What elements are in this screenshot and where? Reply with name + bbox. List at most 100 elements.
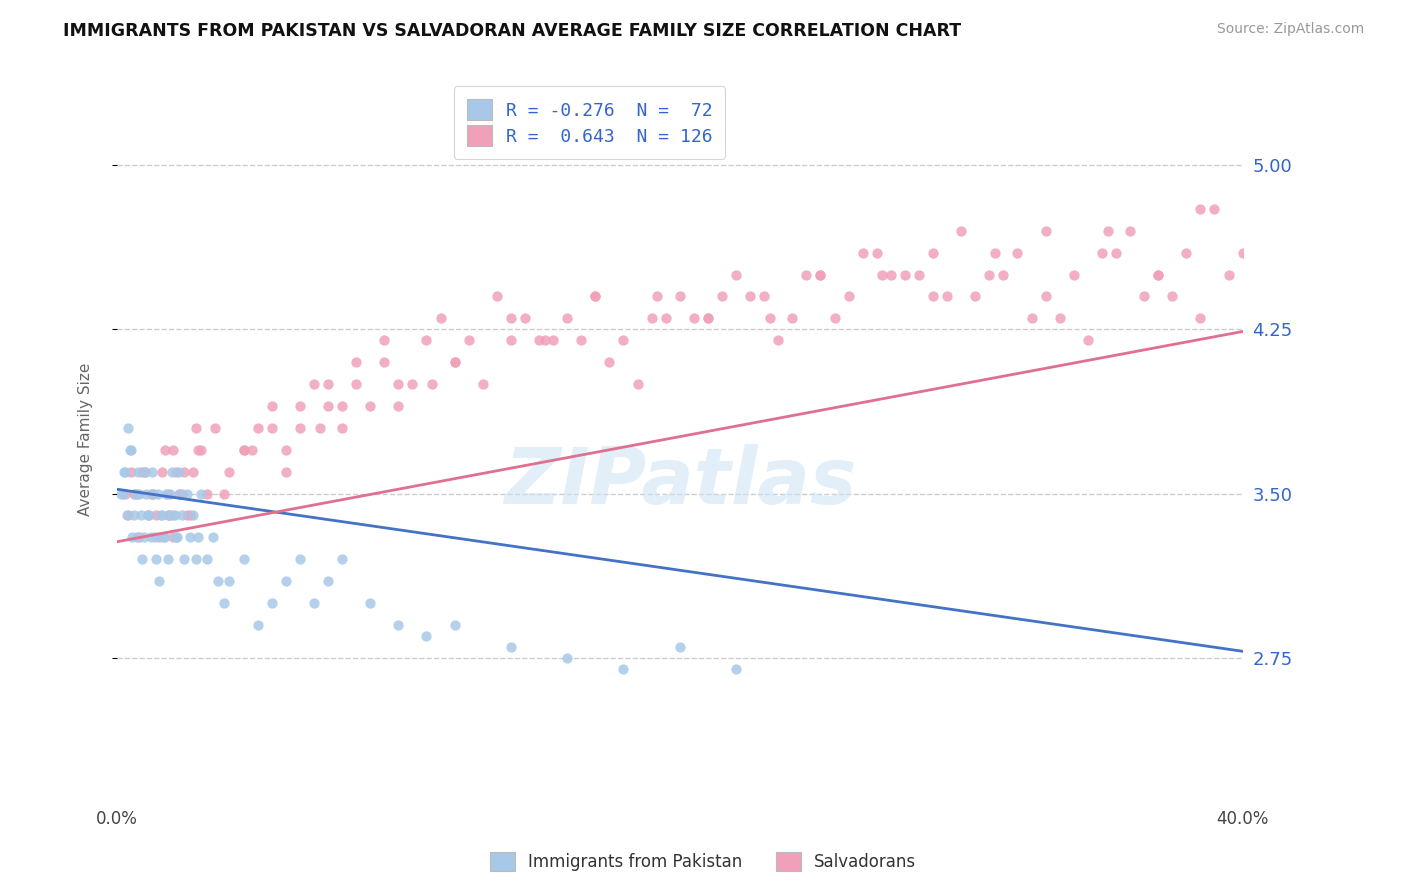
Point bbox=[112, 465, 135, 479]
Point bbox=[420, 377, 443, 392]
Point bbox=[129, 508, 152, 523]
Point bbox=[768, 333, 790, 347]
Point bbox=[207, 574, 229, 589]
Point bbox=[443, 355, 465, 369]
Point bbox=[232, 442, 254, 457]
Point bbox=[1021, 311, 1043, 326]
Point bbox=[190, 486, 212, 500]
Point bbox=[344, 377, 367, 392]
Point bbox=[184, 421, 207, 435]
Point bbox=[260, 399, 283, 413]
Point bbox=[179, 530, 201, 544]
Point bbox=[668, 289, 690, 303]
Point bbox=[145, 508, 167, 523]
Point bbox=[125, 530, 148, 544]
Point bbox=[330, 399, 353, 413]
Point bbox=[160, 465, 183, 479]
Point bbox=[1189, 202, 1212, 216]
Point bbox=[179, 508, 201, 523]
Point bbox=[246, 421, 269, 435]
Point bbox=[125, 486, 148, 500]
Point bbox=[181, 508, 204, 523]
Point bbox=[167, 486, 190, 500]
Point bbox=[141, 465, 163, 479]
Point bbox=[471, 377, 494, 392]
Point bbox=[139, 530, 162, 544]
Point bbox=[724, 268, 747, 282]
Point bbox=[1204, 202, 1226, 216]
Point bbox=[612, 662, 634, 676]
Point bbox=[122, 508, 145, 523]
Point bbox=[204, 421, 226, 435]
Point bbox=[499, 311, 522, 326]
Point bbox=[190, 442, 212, 457]
Point bbox=[218, 465, 240, 479]
Point bbox=[936, 289, 959, 303]
Point bbox=[457, 333, 479, 347]
Point bbox=[131, 552, 153, 566]
Point bbox=[288, 552, 311, 566]
Point bbox=[115, 508, 138, 523]
Point bbox=[131, 465, 153, 479]
Point bbox=[782, 311, 804, 326]
Point bbox=[201, 530, 224, 544]
Point bbox=[156, 486, 179, 500]
Point bbox=[598, 355, 620, 369]
Point bbox=[724, 662, 747, 676]
Point bbox=[838, 289, 860, 303]
Point bbox=[1189, 311, 1212, 326]
Point bbox=[118, 442, 141, 457]
Point bbox=[1161, 289, 1184, 303]
Point bbox=[1077, 333, 1099, 347]
Point bbox=[111, 486, 134, 500]
Point bbox=[1035, 224, 1057, 238]
Point bbox=[1147, 268, 1170, 282]
Point bbox=[1063, 268, 1085, 282]
Point bbox=[922, 289, 945, 303]
Point bbox=[1007, 245, 1029, 260]
Point bbox=[156, 552, 179, 566]
Point bbox=[274, 465, 297, 479]
Point bbox=[810, 268, 832, 282]
Point bbox=[740, 289, 762, 303]
Point bbox=[654, 311, 676, 326]
Point bbox=[583, 289, 606, 303]
Point bbox=[135, 486, 157, 500]
Point bbox=[143, 530, 166, 544]
Point bbox=[165, 465, 187, 479]
Point bbox=[555, 311, 578, 326]
Point bbox=[894, 268, 917, 282]
Point bbox=[146, 486, 169, 500]
Point bbox=[499, 640, 522, 654]
Point bbox=[1119, 224, 1142, 238]
Point bbox=[156, 508, 179, 523]
Point bbox=[541, 333, 564, 347]
Point bbox=[872, 268, 894, 282]
Point bbox=[1097, 224, 1119, 238]
Point bbox=[128, 530, 150, 544]
Point bbox=[1049, 311, 1071, 326]
Point bbox=[984, 245, 1007, 260]
Point bbox=[152, 530, 174, 544]
Point bbox=[387, 399, 409, 413]
Point bbox=[159, 508, 181, 523]
Point bbox=[908, 268, 931, 282]
Point bbox=[136, 508, 159, 523]
Point bbox=[260, 596, 283, 610]
Point bbox=[142, 486, 165, 500]
Point bbox=[148, 574, 170, 589]
Point bbox=[212, 596, 235, 610]
Point bbox=[824, 311, 846, 326]
Point bbox=[852, 245, 875, 260]
Point bbox=[124, 486, 146, 500]
Point bbox=[965, 289, 987, 303]
Text: IMMIGRANTS FROM PAKISTAN VS SALVADORAN AVERAGE FAMILY SIZE CORRELATION CHART: IMMIGRANTS FROM PAKISTAN VS SALVADORAN A… bbox=[63, 22, 962, 40]
Point bbox=[401, 377, 423, 392]
Point bbox=[1035, 289, 1057, 303]
Point bbox=[122, 486, 145, 500]
Point bbox=[1218, 268, 1240, 282]
Point bbox=[993, 268, 1015, 282]
Point bbox=[134, 465, 156, 479]
Point bbox=[950, 224, 973, 238]
Point bbox=[120, 465, 142, 479]
